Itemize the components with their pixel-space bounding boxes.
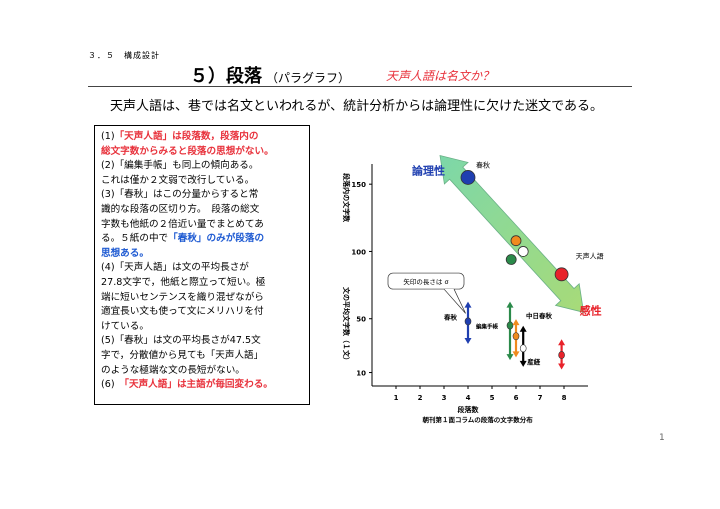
y-tick-label: 50 xyxy=(356,316,366,324)
note-segment: (5)「春秋」は文の平均長さが47.5文 xyxy=(101,335,261,347)
note-segment: (3)「春秋」はこの分量からすると常 xyxy=(101,189,259,201)
y-tick-label: 10 xyxy=(356,370,366,378)
x-tick-label: 7 xyxy=(538,394,543,402)
logic-label: 論理性 xyxy=(412,163,445,177)
note-segment: 思想ある。 xyxy=(101,247,149,259)
note-segment: 27.8文字で，他紙と際立って短い。極 xyxy=(101,276,266,288)
point-label: 天声人語 xyxy=(576,251,604,260)
note-line: (6) 「天声人語」は主語が毎回変わる。 xyxy=(101,378,306,393)
question-heading: 天声人語は名文か？ xyxy=(386,69,495,83)
sigma-mean xyxy=(558,351,565,359)
sigma-arrowhead-down xyxy=(558,363,566,370)
note-line: 思想ある。 xyxy=(101,247,306,262)
note-segment: 識的な段落の区切り方。 段落の総文 xyxy=(101,203,260,215)
note-line: 字で，分散値から見ても「天声人語」 xyxy=(101,349,306,364)
x-tick-label: 8 xyxy=(562,394,567,402)
sigma-mean xyxy=(464,317,472,326)
y-axis-label-secondary: 文の平均文字数（１文） xyxy=(342,287,351,364)
note-line: けている。 xyxy=(101,320,306,335)
title-sub: （パラグラフ） xyxy=(266,71,351,85)
note-segment: (1) xyxy=(101,131,115,142)
x-axis-label-secondary: 朝刊第１面コラムの段落の文字数分布 xyxy=(422,415,533,424)
x-tick-label: 4 xyxy=(466,394,471,402)
sigma-mean xyxy=(506,321,514,330)
section-number: ３．５ 構成設計 xyxy=(88,51,160,60)
title-main: ５）段落 xyxy=(190,66,262,87)
note-line: (2)「編集手帳」も同上の傾向ある。 xyxy=(101,159,306,174)
callout-box xyxy=(387,272,465,290)
sigma-arrowhead-down xyxy=(512,351,520,358)
y-tick-label: 100 xyxy=(351,248,366,256)
note-segment: これは僅か２文弱で改行している。 xyxy=(101,174,255,186)
x-tick-label: 1 xyxy=(394,394,399,402)
data-point xyxy=(460,170,476,185)
note-segment: 端に短いセンテンスを織り混ぜながら xyxy=(101,291,264,303)
data-point xyxy=(510,235,522,247)
note-segment: (2)「編集手帳」も同上の傾向ある。 xyxy=(101,160,259,172)
note-line: 27.8文字で，他紙と際立って短い。極 xyxy=(101,276,306,291)
x-tick-label: 3 xyxy=(442,394,447,402)
note-line: 適宜長い文も使って文にメリハリを付 xyxy=(101,305,306,320)
sigma-arrowhead-up xyxy=(558,339,566,346)
note-line: 字数も他紙の２倍近い量でまとめてあ xyxy=(101,218,306,233)
note-segment: る。５紙の中で xyxy=(101,233,169,245)
note-segment: 「春秋」のみが段落の xyxy=(168,233,265,245)
sigma-mean xyxy=(512,332,520,341)
note-segment: けている。 xyxy=(101,320,149,332)
note-line: (3)「春秋」はこの分量からすると常 xyxy=(101,188,306,203)
note-segment: 字で，分散値から見ても「天声人語」 xyxy=(101,349,264,361)
note-segment: 字数も他紙の２倍近い量でまとめてあ xyxy=(101,218,264,230)
note-line: 識的な段落の区切り方。 段落の総文 xyxy=(101,203,306,218)
sigma-arrowhead-up xyxy=(464,301,472,308)
sigma-arrowhead-up xyxy=(519,325,527,332)
note-segment: 「天声人語」は主語が毎回変わる。 xyxy=(124,379,273,391)
data-point xyxy=(505,254,517,265)
sigma-arrowhead-down xyxy=(519,360,527,367)
note-line: (5)「春秋」は文の平均長さが47.5文 xyxy=(101,334,306,349)
emotion-label: 感性 xyxy=(580,303,602,317)
note-line: (1)「天声人語」は段落数，段落内の xyxy=(101,130,306,145)
x-tick-label: 2 xyxy=(418,394,423,402)
sigma-arrowhead-down xyxy=(506,354,514,361)
callout-text: 矢印の長さは σ xyxy=(403,277,448,286)
note-line: (4)「天声人語」は文の平均長さが xyxy=(101,261,306,276)
note-segment: (4)「天声人語」は文の平均長さが xyxy=(101,262,249,274)
sigma-label: 中日春秋 xyxy=(526,311,553,320)
note-segment: (6) xyxy=(101,379,125,391)
sigma-mean xyxy=(519,344,527,353)
data-point xyxy=(554,267,569,282)
sigma-label: 春秋 xyxy=(443,312,458,321)
notes-box: (1)「天声人語」は段落数，段落内の 総文字数からみると段落の思想がない。 (2)「… xyxy=(94,125,310,405)
x-axis-label: 段落数 xyxy=(458,405,480,414)
sigma-arrowhead-down xyxy=(464,337,472,344)
note-segment: 「天声人語」は段落数，段落内の xyxy=(114,131,259,142)
note-segment: 総文字数からみると段落の思想がない。 xyxy=(101,145,274,157)
callout-pointer xyxy=(443,288,466,314)
page-number: 1 xyxy=(659,433,665,443)
sigma-label: 産経 xyxy=(527,357,541,366)
note-segment: のような極端な文の長短がない。 xyxy=(101,364,245,376)
note-line: 総文字数からみると段落の思想がない。 xyxy=(101,145,306,160)
sigma-label: 編集手帳 xyxy=(476,322,499,330)
note-line: これは僅か２文弱で改行している。 xyxy=(101,174,306,189)
note-line: 端に短いセンテンスを織り混ぜながら xyxy=(101,291,306,306)
y-tick-label: 150 xyxy=(351,181,366,189)
sigma-arrowhead-up xyxy=(506,301,514,308)
data-point xyxy=(517,246,529,257)
trend-arrow xyxy=(439,154,585,313)
summary-text: 天声人語は、巷では名文といわれるが、統計分析からは論理性に欠けた迷文である。 xyxy=(110,99,603,114)
x-tick-label: 5 xyxy=(490,394,495,402)
note-line: る。５紙の中で「春秋」のみが段落の xyxy=(101,232,306,247)
header-divider xyxy=(88,86,632,87)
note-line: のような極端な文の長短がない。 xyxy=(101,364,306,379)
page-title: ５）段落 （パラグラフ） xyxy=(190,62,350,88)
sigma-arrowhead-up xyxy=(512,319,520,326)
note-segment: 適宜長い文も使って文にメリハリを付 xyxy=(101,306,264,318)
x-tick-label: 6 xyxy=(514,394,519,402)
point-label: 春秋 xyxy=(476,160,490,169)
y-axis-label: 段落内の文字数 xyxy=(342,173,351,223)
